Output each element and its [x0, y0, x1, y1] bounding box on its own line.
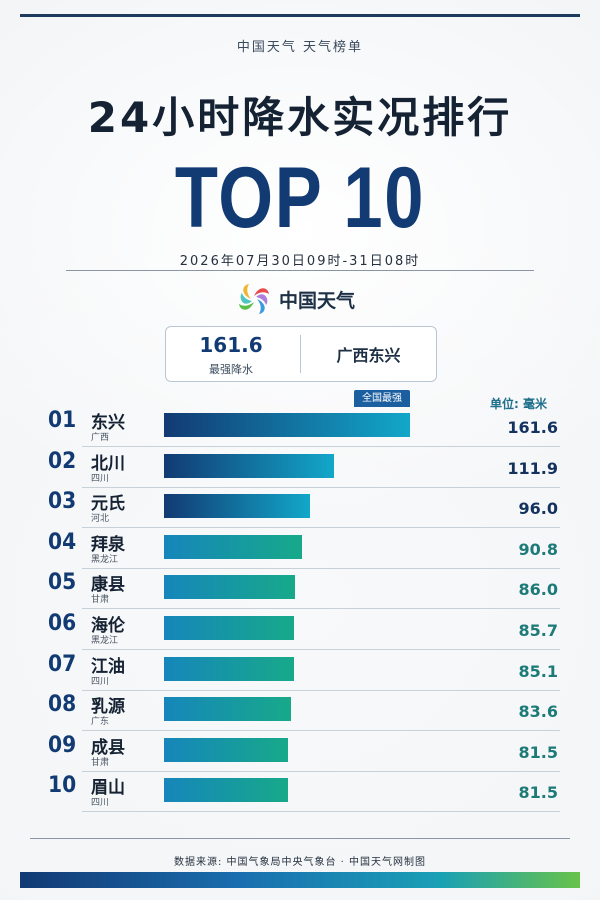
precip-value: 81.5 — [518, 783, 558, 803]
row-divider — [82, 567, 560, 569]
unit-label: 单位: 毫米 — [490, 397, 547, 411]
city-label: 成县 — [91, 737, 125, 758]
city-label: 东兴 — [91, 413, 125, 433]
precip-value: 96.0 — [518, 499, 558, 519]
precip-value: 85.7 — [518, 621, 558, 640]
page-title: 24小时降水实况排行 — [87, 93, 513, 142]
china-weather-logo-icon — [239, 284, 269, 314]
city-label: 北川 — [91, 453, 125, 474]
top-ten-label: TOP 10 — [174, 150, 426, 246]
city-label: 海伦 — [91, 616, 125, 636]
province-label: 黑龙江 — [91, 636, 119, 646]
stat-divider — [300, 335, 301, 373]
precip-bar — [164, 697, 291, 722]
precip-value: 85.1 — [518, 661, 558, 681]
province-label: 四川 — [91, 676, 110, 687]
province-label: 四川 — [91, 473, 110, 484]
table-row: 05 康县 甘肃 86.0 — [0, 570, 600, 610]
province-label: 四川 — [91, 798, 110, 809]
table-row: 10 眉山 四川 81.5 — [0, 773, 600, 813]
row-divider — [82, 649, 560, 650]
china-weather-logo: 中国天气 — [237, 280, 367, 316]
table-row: 02 北川 四川 111.9 — [0, 449, 600, 489]
rank-number: 09 — [48, 732, 77, 758]
province-label: 河北 — [91, 514, 110, 525]
province-label: 甘肃 — [91, 757, 110, 768]
row-divider — [82, 446, 560, 447]
table-row: 04 拜泉 黑龙江 90.8 — [0, 530, 600, 570]
rank-number: 08 — [48, 692, 77, 718]
precip-value: 161.6 — [507, 418, 558, 437]
rank-number: 02 — [48, 448, 77, 474]
table-row: 03 元氏 河北 96.0 — [0, 489, 600, 529]
rank-number: 01 — [48, 408, 77, 433]
row-divider — [82, 770, 560, 772]
precip-bar — [164, 778, 288, 803]
precip-bar — [164, 656, 294, 681]
precip-bar — [164, 616, 294, 640]
rank-number: 05 — [48, 570, 77, 596]
row-divider — [82, 689, 560, 691]
max-precip-value: 161.6 — [199, 333, 263, 357]
date-divider — [66, 270, 534, 271]
footer-divider — [30, 838, 570, 839]
national-max-badge: 全国最强 — [354, 390, 410, 407]
precip-bar — [164, 494, 310, 519]
brand-line: 中国天气 天气榜单 — [236, 40, 364, 55]
city-label: 乳源 — [91, 697, 125, 718]
rank-number: 06 — [48, 611, 77, 636]
table-row: 06 海伦 黑龙江 85.7 — [0, 611, 600, 651]
province-label: 甘肃 — [91, 595, 110, 606]
city-label: 拜泉 — [91, 534, 125, 555]
precip-bar — [164, 737, 288, 762]
city-label: 江油 — [91, 656, 125, 677]
row-divider — [82, 527, 560, 529]
max-precip-place: 广西东兴 — [336, 346, 401, 365]
row-divider — [82, 486, 560, 488]
row-divider — [82, 811, 560, 813]
row-divider — [82, 608, 560, 610]
precip-value: 81.5 — [518, 742, 558, 762]
rank-number: 03 — [48, 489, 77, 515]
precip-value: 83.6 — [518, 702, 558, 722]
logo-text: 中国天气 — [279, 290, 356, 312]
footer-color-bar — [20, 872, 580, 888]
table-row: 07 江油 四川 85.1 — [0, 652, 600, 692]
province-label: 黑龙江 — [91, 554, 119, 565]
city-label: 元氏 — [91, 494, 125, 515]
precip-bar — [164, 413, 410, 437]
precip-bar — [164, 453, 334, 478]
precip-bar — [164, 575, 295, 600]
province-label: 广西 — [91, 433, 110, 443]
province-label: 广东 — [91, 717, 110, 728]
precip-value: 90.8 — [518, 539, 558, 559]
row-divider — [82, 730, 560, 732]
date-range: 2026年07月30日09时-31日08时 — [179, 254, 421, 269]
table-row: 08 乳源 广东 83.6 — [0, 692, 600, 732]
table-row: 09 成县 甘肃 81.5 — [0, 733, 600, 773]
city-label: 眉山 — [91, 778, 125, 799]
max-precip-label: 最强降水 — [209, 363, 253, 376]
table-row: 01 东兴 广西 161.6 — [0, 408, 600, 448]
top-rule — [20, 14, 580, 17]
rank-number: 04 — [48, 529, 77, 555]
highlight-stat-box: 161.6 最强降水 广西东兴 — [165, 326, 437, 382]
rank-number: 10 — [48, 773, 77, 799]
precip-value: 86.0 — [518, 580, 558, 600]
data-source: 数据来源: 中国气象局中央气象台 · 中国天气网制图 — [173, 857, 427, 868]
rank-number: 07 — [48, 651, 77, 677]
precip-value: 111.9 — [507, 458, 558, 478]
city-label: 康县 — [91, 575, 125, 596]
precip-bar — [164, 534, 302, 559]
